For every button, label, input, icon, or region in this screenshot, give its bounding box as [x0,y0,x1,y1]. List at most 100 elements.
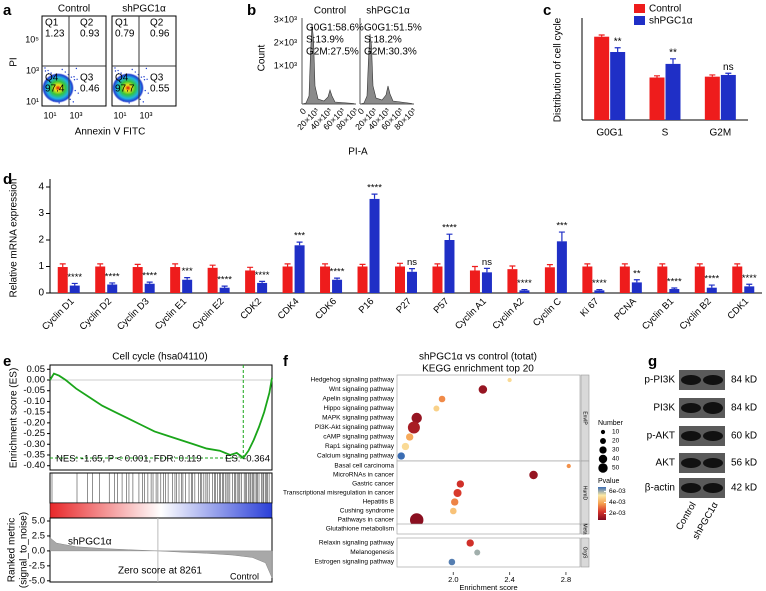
group-label: OrgS [582,547,588,559]
significance: **** [255,270,270,281]
bar [481,272,492,293]
quadrant-value: 0.79 [115,29,135,40]
y-tick-label: -0.40 [23,460,45,471]
group-label: HumD [582,486,588,501]
significance: **** [517,278,532,289]
bar [469,270,480,293]
term-label: Hippo signaling pathway [324,405,395,412]
enrichment-dot [409,513,424,527]
phase-stat: G0G1:51.5% [364,23,422,34]
legend-label: 20 [612,438,620,445]
x-tick-label: Cyclin D3 [115,296,152,333]
significance: **** [704,274,719,285]
es-curve [49,372,273,460]
bar [669,289,680,293]
blot-strip [679,426,725,446]
panel-letter: g [648,353,657,370]
term-label: Apelin signaling pathway [322,396,394,403]
event-dot [140,76,143,78]
protein-label: AKT [656,458,675,469]
y-axis-label: Count [257,44,268,71]
significance: **** [217,275,232,286]
x-axis-label: PI-A [348,147,368,158]
bar [245,270,256,293]
legend-swatch [634,16,645,25]
group-label: Meta [582,523,588,534]
blot-band [681,403,701,413]
term-label: Calcium signaling pathway [317,453,395,460]
bar [294,245,305,293]
error-bar [134,263,141,268]
event-dot [69,98,71,101]
size-label: 60 kD [731,431,757,442]
significance: **** [330,267,345,278]
x-tick-label: Cyclin B2 [678,296,714,332]
error-bar [247,266,254,271]
colorbar-label: 4e-03 [609,499,626,506]
event-dot [70,76,73,78]
significance: ns [407,257,417,268]
enrichment-dot [401,442,410,451]
chart-title: Cell cycle (hsa04110) [112,352,207,363]
y-tick-label: 10¹ [26,96,39,106]
error-bar [359,263,366,267]
histogram [301,23,355,105]
error-bar [397,262,403,267]
significance: **** [667,276,682,287]
y-tick-label: 0.00 [27,375,46,386]
x-tick-label: Cyclin B1 [640,296,676,332]
y-axis-label: Enrichment score (ES) [9,368,20,469]
enrichment-dot [448,558,456,566]
term-label: Basal cell carcinoma [334,463,394,470]
event-dot [145,67,148,70]
plot-frame [49,364,273,471]
annotation: NES: -1.65, P < 0.001, FDR: 0.119 [56,454,202,465]
size-label: 56 kD [731,458,757,469]
error-bar [371,193,378,199]
panel-letter: d [3,171,12,188]
term-label: cAMP signaling pathway [323,434,394,441]
bar [631,282,642,293]
term-label: PI3K-Akt signaling pathway [315,424,395,431]
bar [357,266,368,293]
x-tick-label: Cyclin A1 [453,296,489,332]
size-label: 42 kD [731,483,757,494]
blot-strip [679,478,725,498]
event-dot [146,78,148,80]
colorbar-label: 2e-03 [609,510,626,517]
quadrant-name: Q1 [115,18,129,29]
plot-title: Control [58,4,90,15]
significance: **** [592,278,607,289]
event-dot [117,72,120,75]
term-label: Relaxin signaling pathway [319,540,395,547]
blot-band [703,458,723,468]
event-dot [131,68,133,71]
x-tick-label: S [662,128,669,139]
error-bar [725,72,732,75]
ranked-metric-area [49,537,273,578]
y-tick-label: 2.5 [32,530,45,541]
colorbar [598,487,606,520]
event-dot [75,67,78,70]
quadrant-value: 0.55 [150,84,170,95]
group-label: EnvIP [582,411,588,425]
y-tick-label: 10⁵ [25,34,39,44]
bar [132,267,143,293]
y-tick-label: -2.5 [29,560,45,571]
panel-letter: b [247,2,256,19]
y-tick-label: 1 [38,261,44,272]
bar [407,271,417,293]
quadrant-name: Q2 [150,18,164,29]
panel-letter: e [3,353,11,370]
bar [720,74,736,120]
event-dot [73,79,76,81]
bar [694,266,705,293]
y-tick-label: 4 [38,182,44,193]
bar [432,266,443,293]
quadrant-value: 97.7 [115,84,135,95]
event-dot [44,67,46,69]
error-bar [322,263,329,267]
error-bar [521,288,528,291]
bar [69,285,80,293]
enrichment-dot [478,385,488,394]
